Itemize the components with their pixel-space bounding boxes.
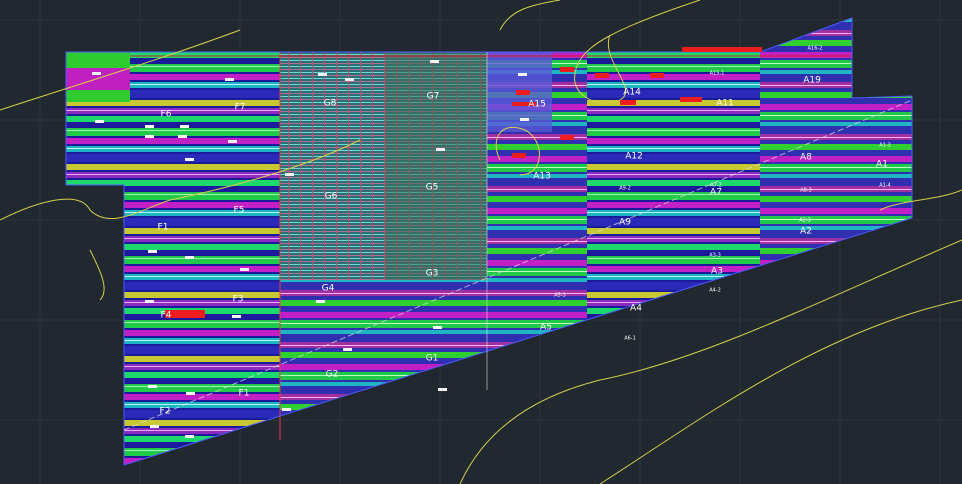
zone-label: A6-1 bbox=[624, 336, 636, 342]
tag-marker bbox=[95, 120, 104, 123]
zone-label: F1 bbox=[158, 223, 169, 233]
zone-label: A7-2 bbox=[710, 183, 722, 189]
zone-label: A3-3 bbox=[709, 253, 721, 259]
tag-marker bbox=[240, 268, 249, 271]
zone-label: G8 bbox=[324, 99, 337, 109]
tag-marker bbox=[438, 388, 447, 391]
tag-marker bbox=[145, 135, 154, 138]
zone-label: A19 bbox=[803, 76, 821, 86]
zone-label: A12 bbox=[625, 152, 643, 162]
tag-marker bbox=[185, 158, 194, 161]
tag-marker bbox=[430, 60, 439, 63]
tag-markers bbox=[92, 60, 529, 438]
tag-marker bbox=[180, 125, 189, 128]
zone-label: F2 bbox=[160, 407, 171, 417]
tag-marker bbox=[345, 78, 354, 81]
zone-label: A14 bbox=[623, 88, 641, 98]
zone-label: F3 bbox=[233, 295, 244, 305]
zone-label: G6 bbox=[325, 192, 338, 202]
tag-marker bbox=[433, 326, 442, 329]
tag-marker bbox=[282, 408, 291, 411]
tag-marker bbox=[150, 425, 159, 428]
zone-label: A9 bbox=[619, 218, 631, 228]
tag-marker bbox=[148, 250, 157, 253]
zone-label: G5 bbox=[426, 183, 439, 193]
zone-label: F1 bbox=[239, 389, 250, 399]
tag-marker bbox=[145, 300, 154, 303]
tag-marker bbox=[232, 315, 241, 318]
tag-marker bbox=[185, 256, 194, 259]
zone-label: F6 bbox=[161, 110, 172, 120]
zone-label: A5-3 bbox=[554, 293, 566, 299]
zone-label: A2 bbox=[800, 227, 812, 237]
site-fill bbox=[66, 18, 912, 465]
tag-marker bbox=[148, 385, 157, 388]
zone-label: A4 bbox=[630, 304, 642, 314]
zone-label: A7 bbox=[710, 188, 722, 198]
zone-label: G7 bbox=[427, 92, 440, 102]
zone-label: G2 bbox=[326, 370, 339, 380]
tag-marker bbox=[92, 72, 101, 75]
zone-label: A11 bbox=[716, 99, 734, 109]
zone-label: A13 bbox=[533, 172, 551, 182]
tag-marker bbox=[228, 140, 237, 143]
tag-marker bbox=[186, 392, 195, 395]
zone-label: A16-2 bbox=[808, 46, 823, 52]
zone-label: G1 bbox=[426, 354, 439, 364]
zone-label: G4 bbox=[322, 284, 335, 294]
zone-label: A9-2 bbox=[619, 186, 631, 192]
zone-label: F4 bbox=[161, 311, 172, 321]
zone-labels: F6 F7 F5 F1 F3 F4 F2 F1 G8 G7 G6 G5 G4 G3 G2 G1 A16-2 A15… bbox=[158, 46, 891, 417]
tag-marker bbox=[343, 348, 352, 351]
tag-marker bbox=[178, 135, 187, 138]
tag-marker bbox=[316, 300, 325, 303]
red-markers bbox=[165, 47, 762, 318]
zone-label: A8 bbox=[800, 153, 812, 163]
zone-label: A1-4 bbox=[879, 183, 891, 189]
tag-marker bbox=[520, 118, 529, 121]
tag-marker bbox=[285, 173, 294, 176]
zone-label: A15-1 bbox=[710, 71, 725, 77]
zone-label: F5 bbox=[234, 206, 245, 216]
tag-marker bbox=[185, 435, 194, 438]
zone-label: G3 bbox=[426, 269, 439, 279]
zone-label: A4-2 bbox=[709, 288, 721, 294]
tag-marker bbox=[145, 125, 154, 128]
tag-marker bbox=[225, 78, 234, 81]
zone-label: A3 bbox=[711, 267, 723, 277]
zone-label: A5 bbox=[540, 323, 552, 333]
zone-label: A15 bbox=[528, 100, 546, 110]
zone-label: A1-3 bbox=[879, 143, 891, 149]
zone-label: A2-3 bbox=[799, 218, 811, 224]
zone-label: A1 bbox=[876, 160, 888, 170]
zone-label: F7 bbox=[235, 103, 246, 113]
zone-label: A8-3 bbox=[800, 188, 812, 194]
tag-marker bbox=[518, 73, 527, 76]
tag-marker bbox=[436, 148, 445, 151]
tag-marker bbox=[318, 73, 327, 76]
